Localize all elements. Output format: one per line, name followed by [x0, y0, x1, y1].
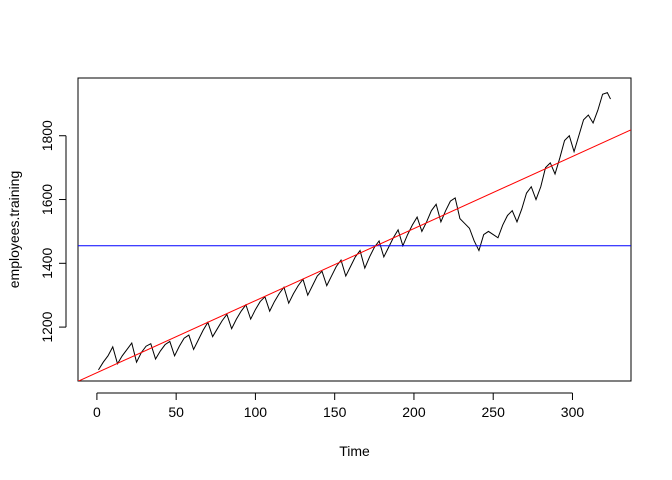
x-axis-label: Time [339, 443, 370, 459]
trend-line [78, 129, 631, 381]
x-tick-label: 50 [168, 404, 184, 420]
y-tick-label: 1800 [39, 120, 55, 151]
x-tick-label: 100 [244, 404, 268, 420]
plot-area [78, 92, 631, 381]
x-tick-label: 300 [561, 404, 585, 420]
x-tick-label: 0 [93, 404, 101, 420]
x-tick-label: 250 [482, 404, 506, 420]
data-line [98, 92, 611, 371]
y-axis-label: employees.training [6, 171, 22, 289]
y-tick-label: 1600 [39, 184, 55, 215]
plot-box [77, 77, 632, 382]
y-tick-label: 1400 [39, 248, 55, 279]
y-tick-label: 1200 [39, 311, 55, 342]
x-tick-label: 150 [323, 404, 347, 420]
x-tick-label: 200 [402, 404, 426, 420]
